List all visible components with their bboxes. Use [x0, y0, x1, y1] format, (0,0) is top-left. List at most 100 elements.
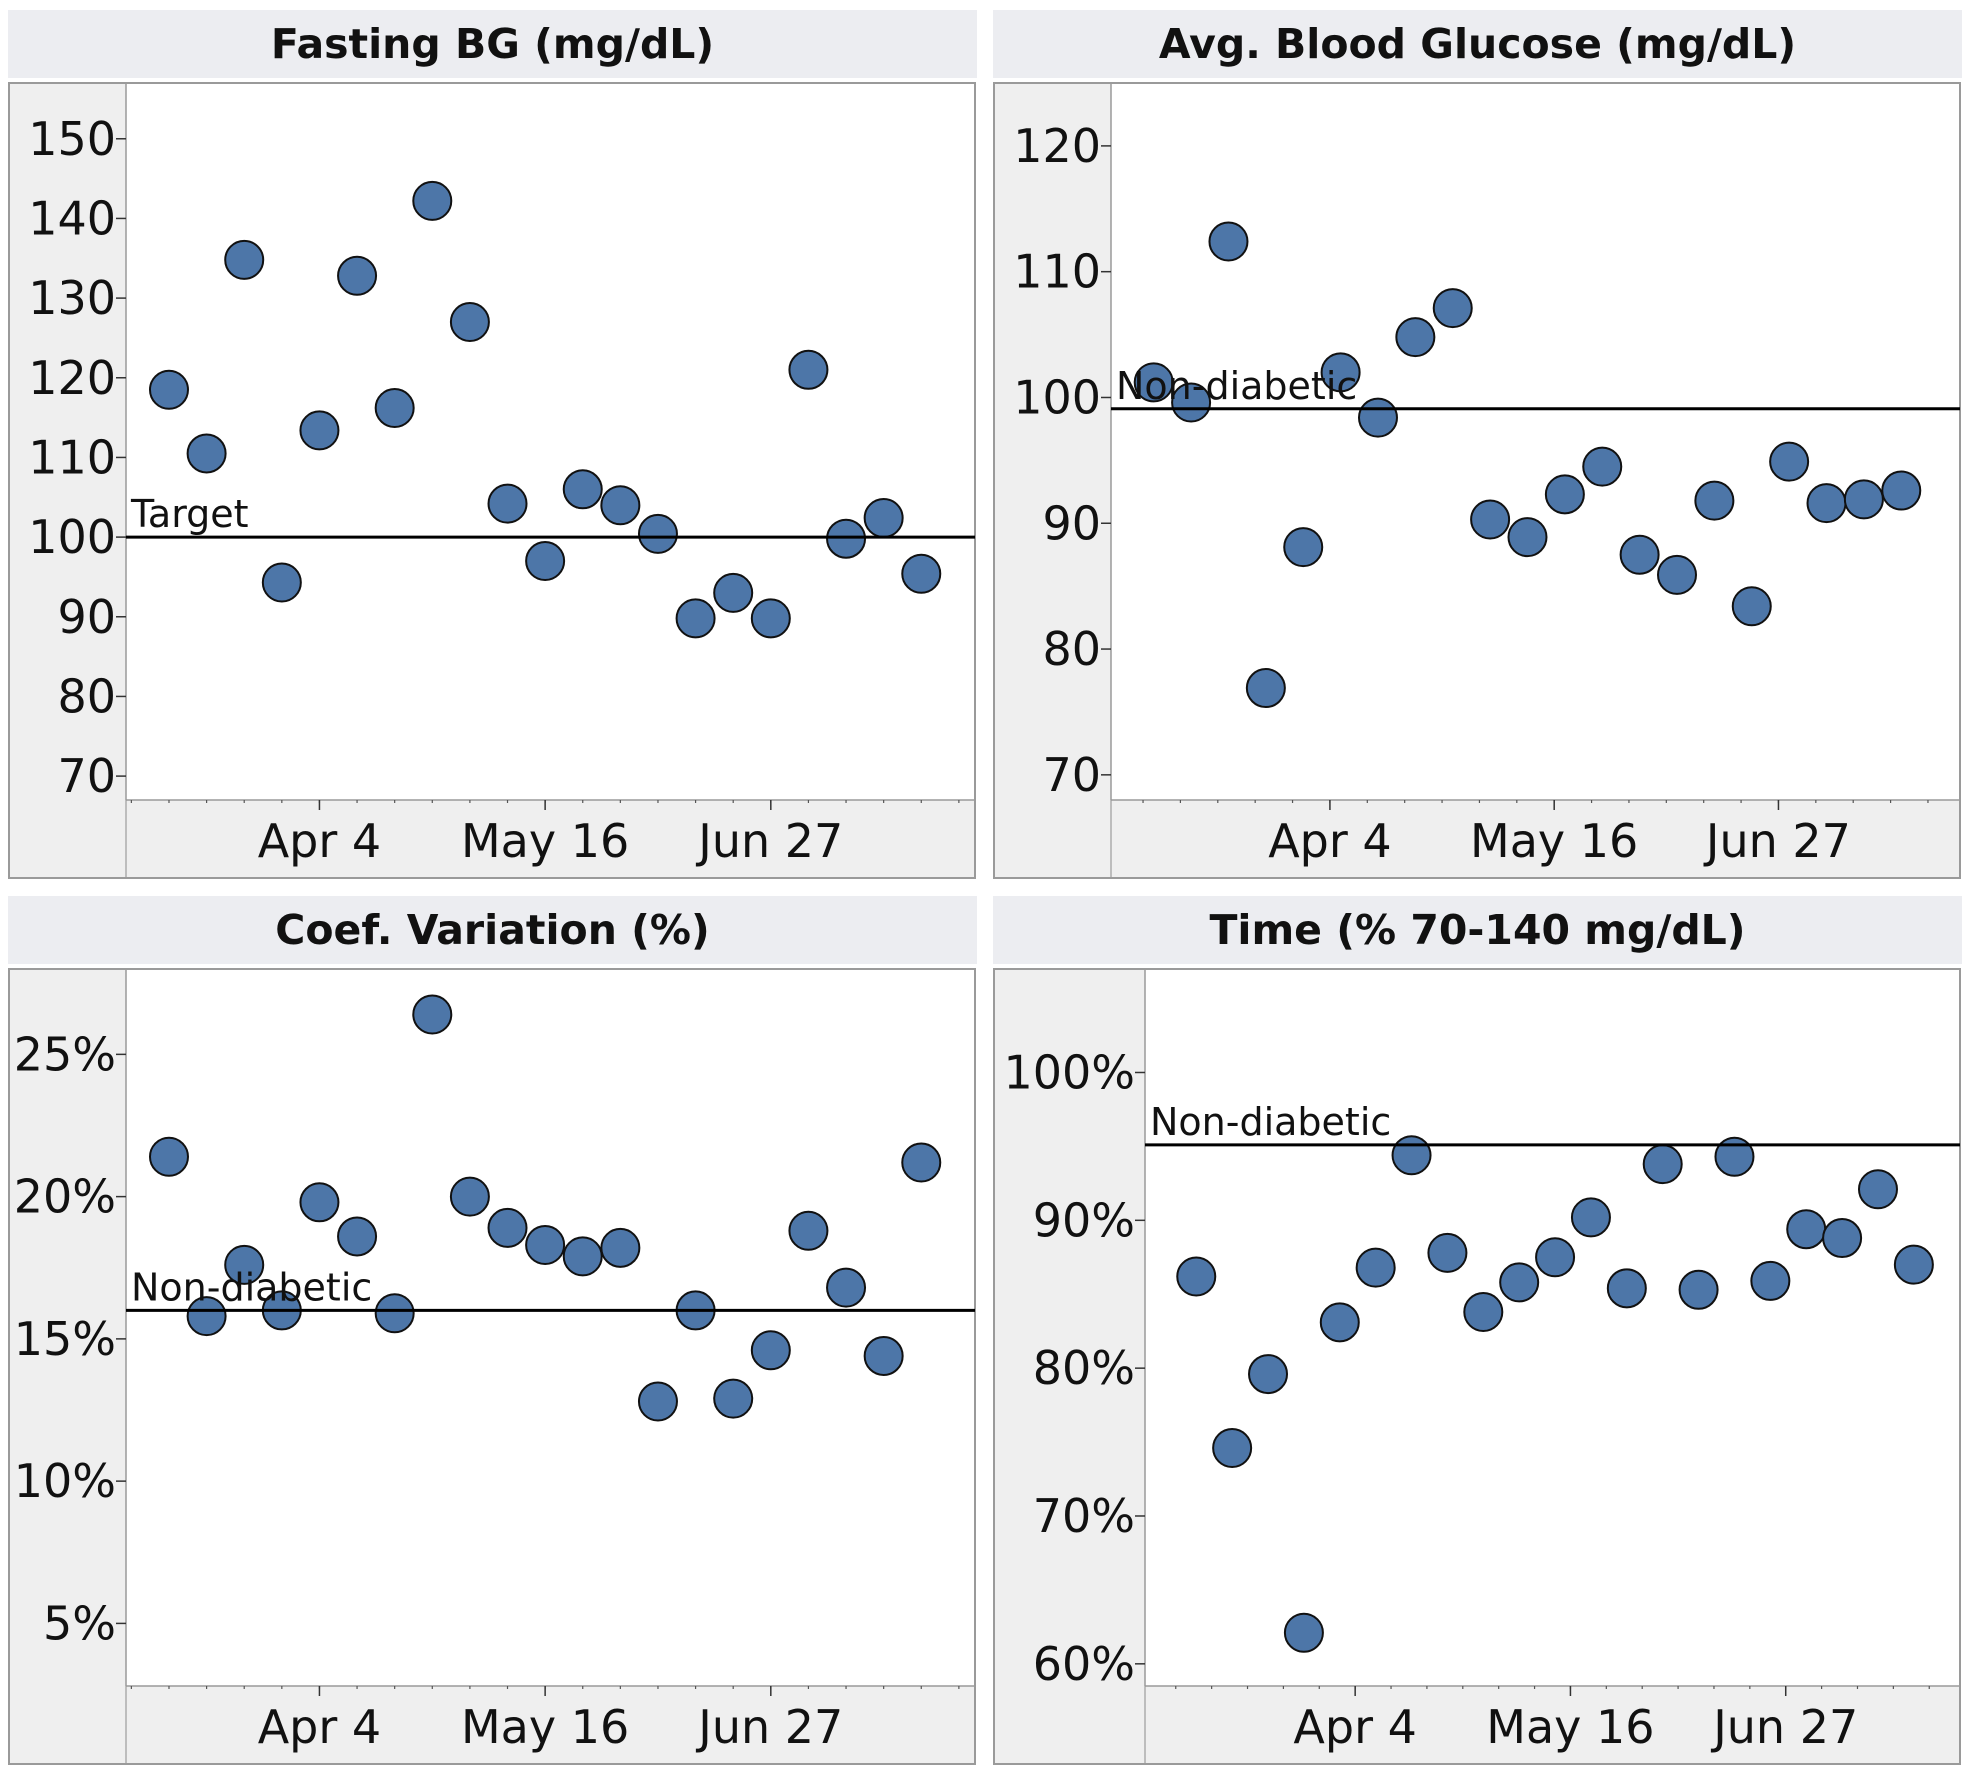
data-point: [1570, 1197, 1611, 1238]
y-tick-label: 20%: [14, 1170, 116, 1224]
data-point: [1319, 1302, 1360, 1343]
data-point: [1283, 1612, 1324, 1653]
y-tick-label: 15%: [14, 1312, 116, 1366]
x-tick-label: Jun 27: [695, 814, 843, 868]
data-point: [337, 255, 378, 296]
panel-avg-blood-glucose: Avg. Blood Glucose (mg/dL) 70 80 90 100 110 1…: [993, 10, 1962, 880]
y-axis-band: [9, 83, 126, 800]
data-point: [449, 1176, 490, 1217]
y-tick-label: 90: [57, 590, 116, 644]
data-point: [412, 994, 453, 1035]
data-point: [1171, 382, 1212, 423]
data-point: [1355, 1247, 1396, 1288]
data-point: [1432, 288, 1473, 329]
y-tick-label: 80: [1042, 622, 1101, 676]
y-tick-label: 80: [57, 669, 116, 723]
data-point: [224, 239, 265, 280]
data-point: [600, 485, 641, 526]
plot-area: [126, 969, 975, 1686]
x-tick-label: Apr 4: [1293, 1700, 1416, 1754]
data-point: [1822, 1218, 1863, 1259]
data-point: [186, 1296, 227, 1337]
reference-label: Non-diabetic: [1150, 1100, 1391, 1144]
data-point: [1357, 397, 1398, 438]
y-tick-label: 120: [1013, 119, 1101, 173]
data-point: [863, 1335, 904, 1376]
reference-label: Non-diabetic: [131, 1265, 372, 1309]
y-tick-label: 90: [1042, 496, 1101, 550]
data-point: [1208, 221, 1249, 262]
data-point: [1535, 1237, 1576, 1278]
x-tick-label: Apr 4: [258, 814, 381, 868]
data-point: [186, 433, 227, 474]
data-point: [1176, 1256, 1217, 1297]
panel-title: Fasting BG (mg/dL): [8, 10, 977, 78]
data-point: [299, 1182, 340, 1223]
data-point: [637, 1381, 678, 1422]
x-axis-band: [9, 1686, 975, 1764]
data-point: [826, 1267, 867, 1308]
data-point: [1843, 479, 1884, 520]
x-axis-band: [994, 1686, 1960, 1764]
data-point: [713, 572, 754, 613]
y-tick-label: 5%: [43, 1596, 116, 1650]
y-tick-label: 110: [28, 430, 116, 484]
panel-title: Avg. Blood Glucose (mg/dL): [993, 10, 1962, 78]
data-point: [525, 541, 566, 581]
data-point: [487, 483, 528, 524]
reference-label: Target: [130, 492, 249, 536]
data-point: [1750, 1260, 1791, 1301]
data-point: [299, 410, 340, 451]
y-tick-label: 110: [1013, 245, 1101, 299]
data-point: [412, 180, 453, 221]
data-point: [1786, 1209, 1827, 1250]
data-point: [562, 1236, 603, 1277]
data-point: [901, 553, 942, 594]
data-point: [148, 1136, 189, 1177]
data-point: [1857, 1169, 1898, 1210]
data-point: [1619, 534, 1660, 575]
panel-frame: [993, 82, 1961, 879]
data-point: [1427, 1232, 1468, 1273]
data-point: [1395, 317, 1436, 358]
y-tick-label: 100%: [1003, 1045, 1135, 1099]
data-point: [525, 1224, 566, 1265]
data-point: [1731, 586, 1772, 627]
data-point: [1694, 480, 1735, 521]
data-point: [1320, 352, 1361, 393]
data-point: [1499, 1262, 1540, 1303]
data-point: [487, 1207, 528, 1248]
data-point: [337, 1216, 378, 1257]
data-point: [1544, 474, 1585, 515]
data-point: [261, 562, 302, 603]
panel-time-in-range: Time (% 70-140 mg/dL) 60% 70% 80% 90% 100% Ap…: [993, 896, 1962, 1766]
y-axis-band: [994, 969, 1145, 1686]
x-tick-label: May 16: [461, 1700, 629, 1754]
data-point: [901, 1142, 942, 1183]
data-point: [1893, 1244, 1934, 1285]
data-point: [1245, 668, 1286, 709]
data-point: [1212, 1427, 1253, 1468]
x-tick-label: Jun 27: [695, 1700, 843, 1754]
data-point: [1642, 1144, 1683, 1185]
x-tick-label: Apr 4: [258, 1700, 381, 1754]
data-point: [1391, 1135, 1432, 1176]
y-axis-band: [994, 83, 1111, 800]
y-tick-label: 10%: [14, 1454, 116, 1508]
x-tick-label: Jun 27: [1703, 814, 1851, 868]
data-point: [826, 518, 867, 559]
y-axis-band: [9, 969, 126, 1686]
data-point: [713, 1378, 754, 1419]
data-point: [1881, 470, 1922, 511]
data-point: [863, 497, 904, 538]
x-tick-label: Jun 27: [1710, 1700, 1858, 1754]
data-point: [224, 1244, 265, 1285]
data-point: [449, 302, 490, 342]
panel-coef-variation: Coef. Variation (%) 5% 10% 15% 20% 25% Apr 4 M…: [8, 896, 977, 1766]
y-tick-label: 120: [28, 351, 116, 405]
panel-title: Time (% 70-140 mg/dL): [993, 896, 1962, 964]
data-point: [562, 469, 603, 510]
data-point: [1606, 1268, 1647, 1309]
data-point: [788, 349, 829, 390]
reference-label: Non-diabetic: [1116, 364, 1357, 408]
